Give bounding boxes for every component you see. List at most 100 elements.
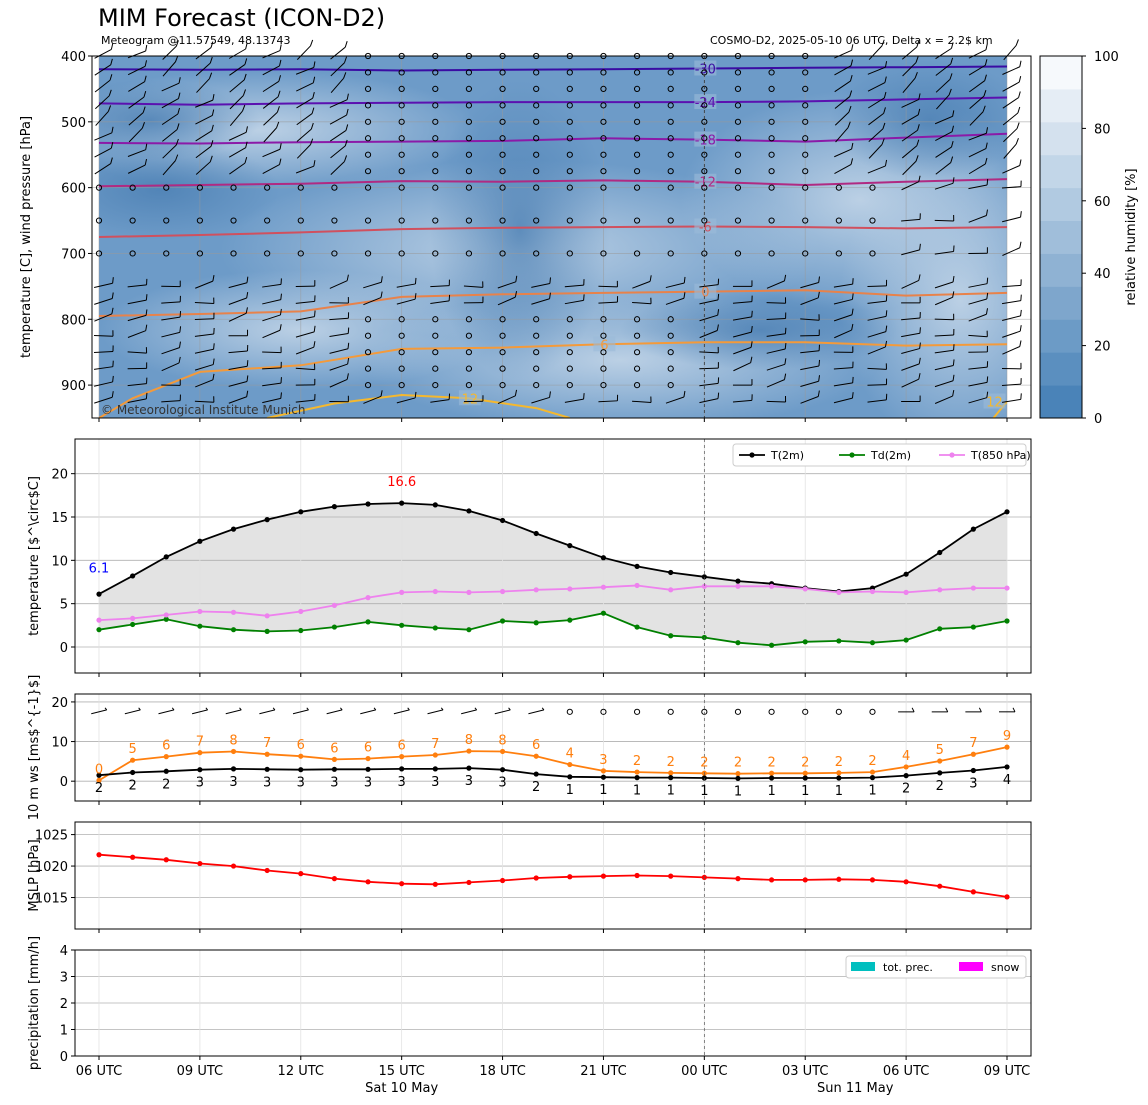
chart-subtitle-location: Meteogram @11.57549, 48.13743 [101, 34, 291, 47]
wind-barb [262, 382, 282, 387]
wind-barb-flag [111, 126, 114, 133]
wind-barb [528, 709, 545, 715]
windspeed-value-label: 1 [767, 784, 775, 799]
wind-barb-flag [985, 127, 989, 134]
wind-barb-calm [667, 151, 674, 158]
t2m-point [735, 578, 741, 584]
legend-marker [749, 452, 755, 458]
wind-barb [1003, 143, 1017, 159]
wind-barb-calm [533, 250, 540, 257]
wind-barb-calm [667, 365, 674, 372]
wind-barb-calm [734, 102, 742, 109]
wind-barb-flag [818, 276, 821, 283]
t850-point [264, 613, 270, 619]
td2m-point [264, 628, 270, 635]
wind-barb [296, 144, 311, 159]
wind-barb [295, 66, 315, 75]
wind-barb [969, 80, 985, 93]
wind-barb [396, 298, 416, 305]
windspeed-point [399, 766, 405, 772]
wind-barb [229, 162, 246, 175]
t850-point [600, 584, 607, 590]
wind-barb-flag [783, 274, 787, 281]
t850-point [903, 589, 909, 596]
gust-point [802, 770, 808, 776]
wind-barb-flag [984, 74, 987, 81]
wind-barb [263, 127, 277, 143]
wind-barb-flag [246, 291, 249, 299]
gust-value-label: 2 [633, 754, 641, 769]
windspeed-point [264, 766, 270, 772]
wind-barb [194, 318, 214, 320]
wind-barb [800, 318, 820, 321]
wind-barb-flag [986, 391, 989, 398]
t850-point [634, 582, 640, 589]
wind-barb-flag [174, 154, 179, 161]
t850-point [197, 608, 203, 615]
legend-label: snow [991, 961, 1019, 974]
td2m-point [1004, 618, 1010, 624]
wind-barb [934, 219, 954, 222]
wind-barb [94, 381, 113, 387]
colorbar-tick-label: 40 [1094, 267, 1111, 282]
wind-barb [262, 80, 280, 93]
wind-barb [766, 302, 786, 304]
wind-barb-flag [312, 76, 316, 83]
mslp-point [466, 879, 472, 886]
wind-barb-flag [276, 121, 280, 129]
wind-barb [867, 82, 886, 92]
wind-barb-flag [239, 707, 242, 711]
gust-value-label: 9 [1003, 729, 1011, 744]
wind-barb-flag [246, 390, 249, 397]
x-tick-label: 21 UTC [580, 1064, 626, 1079]
wind-barb [867, 165, 886, 174]
wind-barb-calm [533, 349, 540, 356]
gust-value-label: 7 [969, 736, 977, 751]
wind-barb [531, 396, 550, 404]
isotherm-label-bg [983, 393, 1006, 409]
wind-barb-flag [145, 294, 148, 301]
gust-point [937, 758, 943, 764]
wind-barb [868, 112, 884, 126]
wind-barb [598, 400, 618, 403]
colorbar-tick-label: 60 [1094, 195, 1111, 210]
mslp-point [1004, 894, 1010, 900]
wind-barb-calm [869, 184, 876, 191]
windspeed-point [567, 774, 573, 780]
wind-barb-calm [432, 217, 439, 224]
wind-barb-calm [768, 250, 775, 257]
mslp-point [264, 867, 270, 874]
wind-barb [95, 95, 110, 110]
wind-barb-flag [884, 61, 888, 68]
wind-barb [295, 331, 315, 338]
wind-barb-flag [272, 707, 276, 711]
wind-barb [833, 298, 853, 305]
wind-barb-flag [951, 125, 954, 132]
wind-barb-calm [566, 316, 573, 323]
isotherm-label-bg [694, 60, 717, 76]
t2m-point [937, 549, 943, 556]
td2m-point [197, 623, 203, 629]
wind-barb-calm [667, 69, 674, 76]
colorbar-step [1040, 352, 1082, 386]
y-tick-label: 0 [60, 1050, 68, 1065]
wind-barb [127, 351, 147, 354]
isotherm-label: 12 [986, 396, 1003, 411]
wind-barb-flag [244, 157, 248, 164]
wind-barb-flag [245, 126, 248, 133]
wind-barb [867, 331, 887, 338]
wind-barb-flag [344, 139, 348, 147]
wind-barb-calm [533, 102, 540, 109]
wind-barb [800, 282, 819, 289]
gust-value-label: 8 [498, 733, 506, 748]
wind-barb-calm [533, 69, 540, 76]
gust-value-label: 6 [330, 741, 338, 756]
wind-barb-flag [107, 105, 112, 112]
wind-barb-calm [667, 118, 674, 125]
mslp-point [197, 860, 203, 867]
wind-barb [901, 46, 918, 60]
isotherm-label: 12 [462, 392, 479, 407]
wind-barb-flag [514, 291, 518, 298]
wind-barb [196, 78, 210, 93]
wind-barb [195, 62, 211, 77]
